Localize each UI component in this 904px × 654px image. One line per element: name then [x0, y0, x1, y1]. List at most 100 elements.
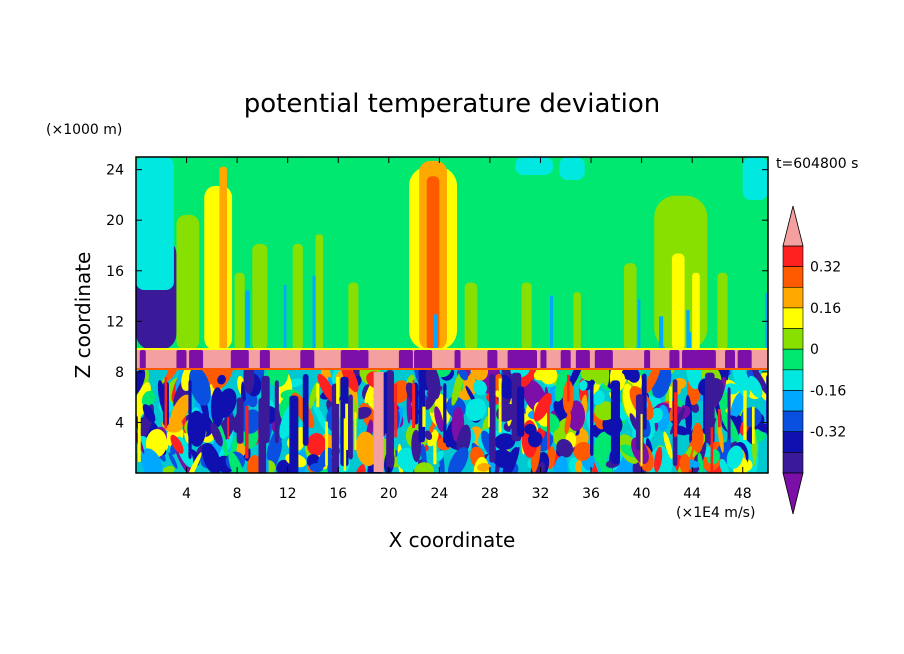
band-overshoot: [487, 350, 498, 370]
colorbar-tick-label: 0.32: [810, 260, 841, 276]
upper-band: [204, 185, 233, 350]
turbulence-blob: [556, 438, 574, 458]
y-tick-label: 8: [115, 365, 124, 381]
upper-band: [717, 272, 728, 350]
colorbar-lower-extend: [782, 472, 804, 515]
colorbar-box: [782, 410, 804, 433]
upper-band: [176, 214, 200, 350]
upper-streak: [637, 299, 641, 350]
turbulence-blob: [692, 422, 704, 453]
turbulence-blob: [448, 447, 469, 473]
x-tick-label: 36: [582, 486, 600, 502]
turbulence-blob: [594, 401, 616, 421]
colorbar-box: [782, 369, 804, 391]
band-overshoot: [300, 350, 315, 370]
turbulence-blob: [159, 465, 175, 473]
colorbar-tick-label: 0.16: [810, 301, 841, 317]
upper-band: [426, 176, 440, 350]
turbulence-blob: [187, 410, 206, 447]
turbulence-blob: [579, 380, 588, 391]
turbulence-blob: [424, 430, 433, 441]
upper-band: [692, 272, 700, 350]
band-overshoot: [594, 350, 613, 370]
warm-streak: [354, 412, 357, 451]
lower-layer-features: [136, 350, 768, 473]
band-overshoot: [398, 350, 413, 370]
upper-streak: [659, 316, 664, 350]
band-overshoot: [189, 350, 204, 370]
cold-plume: [386, 370, 394, 468]
band-overshoot: [560, 350, 571, 370]
colorbar-box: [782, 286, 804, 309]
cold-plume: [289, 395, 299, 473]
turbulence-blob: [528, 431, 543, 448]
band-overshoot: [725, 350, 736, 370]
turbulence-blob: [142, 404, 156, 423]
turbulence-blob: [420, 443, 427, 467]
band-overshoot: [239, 350, 246, 370]
warm-streak: [717, 408, 721, 428]
y-tick-label: 16: [106, 264, 124, 280]
turbulence-blob: [697, 452, 704, 473]
warm-streak: [674, 392, 678, 437]
turbulence-blob: [473, 380, 487, 396]
pink-column: [373, 372, 384, 472]
time-label: t=604800 s: [776, 156, 858, 172]
turbulence-blob: [317, 373, 336, 403]
upper-streak: [245, 290, 250, 350]
upper-cool-patch: [136, 157, 174, 290]
warm-streak: [669, 386, 672, 408]
upper-band: [671, 253, 685, 350]
warm-streak: [743, 390, 747, 440]
warm-streak: [227, 417, 230, 440]
y-unit-label: (×1000 m): [46, 122, 122, 138]
turbulence-blob: [492, 449, 514, 469]
x-tick-label: 48: [734, 486, 752, 502]
cold-plume: [590, 379, 594, 456]
plot-frame: [135, 156, 769, 474]
turbulence-blob: [140, 448, 163, 473]
turbulence-blob: [554, 364, 570, 402]
turbulence-blob: [355, 431, 378, 467]
warm-streak: [316, 383, 320, 408]
upper-streak: [550, 295, 553, 350]
colorbar-box: [782, 266, 804, 288]
turbulence-blob: [644, 363, 661, 394]
turbulence-blob: [217, 374, 226, 385]
band-overshoot: [414, 350, 433, 370]
x-axis-label: X coordinate: [389, 528, 516, 552]
turbulence-blob: [599, 458, 614, 473]
turbulence-blob: [509, 446, 520, 473]
band-overshoot: [694, 350, 713, 370]
turbulence-blob: [631, 437, 649, 465]
turbulence-blob: [732, 362, 751, 398]
turbulence-blob: [309, 463, 324, 473]
turbulence-blob: [306, 433, 327, 456]
turbulence-blob: [307, 382, 319, 411]
turbulence-blob: [276, 459, 294, 473]
turbulence-blob: [724, 435, 731, 466]
colorbar-box: [782, 452, 804, 474]
band-overshoot: [540, 350, 547, 370]
turbulence-blob: [414, 462, 434, 473]
band-overshoot: [259, 350, 270, 370]
upper-streak: [433, 314, 438, 350]
upper-layer-features: [136, 157, 768, 350]
band-overshoot: [737, 350, 752, 370]
cold-plume: [610, 380, 621, 465]
turbulence-blob: [730, 391, 745, 420]
colorbar-box: [782, 328, 804, 350]
warm-streak: [345, 403, 349, 450]
turbulence-blob: [168, 452, 178, 469]
cold-plume: [489, 373, 496, 463]
x-tick-label: 40: [633, 486, 651, 502]
turbulence-blob: [458, 368, 469, 381]
turbulence-blob: [564, 411, 572, 435]
upper-band: [315, 234, 324, 350]
turbulence-blob: [434, 406, 444, 432]
y-axis-label: Z coordinate: [71, 252, 95, 379]
chart-title: potential temperature deviation: [244, 89, 660, 119]
turbulence-blob: [553, 455, 568, 473]
colorbar-box: [782, 245, 804, 267]
